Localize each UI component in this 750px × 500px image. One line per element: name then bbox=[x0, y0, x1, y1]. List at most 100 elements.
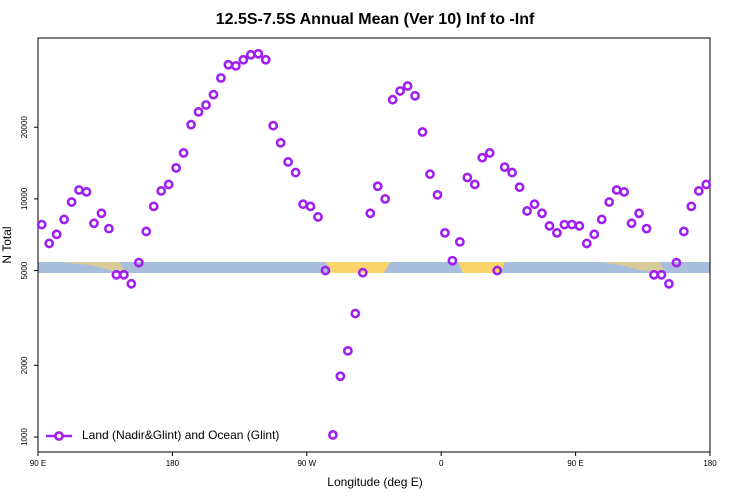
data-point bbox=[589, 229, 600, 240]
y-tick-label: 1000 bbox=[20, 428, 29, 446]
data-point bbox=[611, 185, 622, 195]
data-point bbox=[649, 269, 659, 280]
chart-title: 12.5S-7.5S Annual Mean (Ver 10) Inf to -… bbox=[216, 11, 535, 28]
data-point bbox=[260, 54, 271, 65]
x-tick-label: 180 bbox=[166, 459, 180, 468]
data-point bbox=[238, 54, 249, 65]
data-point bbox=[417, 127, 428, 137]
data-point bbox=[387, 94, 398, 105]
data-point bbox=[499, 162, 510, 173]
data-point bbox=[74, 185, 84, 195]
data-point bbox=[208, 89, 219, 100]
x-tick-label: 90 W bbox=[297, 459, 316, 468]
data-point bbox=[268, 120, 279, 131]
data-point bbox=[357, 267, 368, 278]
data-point bbox=[275, 137, 286, 148]
data-point bbox=[201, 100, 211, 110]
data-point bbox=[634, 208, 644, 219]
data-point bbox=[186, 119, 196, 130]
data-point bbox=[245, 49, 256, 60]
data-point bbox=[230, 60, 241, 71]
data-point bbox=[529, 199, 540, 210]
data-point bbox=[44, 238, 55, 249]
data-point bbox=[678, 226, 689, 237]
data-point bbox=[283, 157, 294, 167]
x-tick-label: 90 E bbox=[30, 459, 46, 468]
data-point bbox=[133, 257, 144, 268]
plot-frame bbox=[37, 37, 711, 453]
data-point bbox=[313, 212, 323, 222]
data-point bbox=[395, 86, 406, 96]
x-tick-label: 0 bbox=[439, 459, 444, 468]
data-point bbox=[566, 219, 577, 230]
data-point bbox=[51, 229, 62, 240]
data-point bbox=[410, 90, 420, 101]
data-point bbox=[477, 152, 488, 163]
data-point bbox=[380, 194, 391, 204]
data-point bbox=[328, 430, 338, 440]
data-point bbox=[148, 201, 159, 212]
x-tick-label: 90 E bbox=[567, 459, 583, 468]
data-point bbox=[693, 186, 704, 196]
data-point bbox=[402, 81, 413, 91]
data-point bbox=[342, 345, 353, 356]
data-point bbox=[537, 208, 547, 219]
data-point bbox=[320, 265, 331, 276]
data-point bbox=[335, 371, 346, 382]
data-point bbox=[552, 227, 562, 238]
data-point bbox=[447, 255, 458, 266]
data-point bbox=[66, 197, 77, 207]
data-point bbox=[641, 223, 652, 234]
data-point bbox=[216, 73, 226, 83]
data-point bbox=[656, 269, 667, 280]
data-point bbox=[59, 214, 70, 225]
data-point bbox=[305, 201, 316, 212]
data-point bbox=[118, 269, 129, 280]
y-tick-label: 5000 bbox=[20, 261, 29, 279]
data-point bbox=[462, 172, 473, 183]
data-point bbox=[126, 278, 137, 289]
y-tick-label: 10000 bbox=[20, 187, 29, 210]
data-point bbox=[596, 214, 607, 225]
x-tick-label: 180 bbox=[703, 459, 717, 468]
data-point bbox=[454, 236, 465, 247]
data-point bbox=[298, 199, 308, 210]
data-point bbox=[492, 265, 503, 276]
data-point bbox=[163, 179, 174, 190]
data-point bbox=[425, 169, 435, 180]
data-point bbox=[89, 218, 99, 229]
data-point bbox=[178, 148, 189, 158]
data-point bbox=[619, 187, 630, 197]
data-point bbox=[469, 179, 480, 190]
data-point bbox=[290, 167, 301, 178]
data-point bbox=[111, 269, 122, 280]
data-point bbox=[484, 148, 495, 158]
surface-band bbox=[38, 262, 710, 273]
data-point bbox=[81, 187, 92, 197]
data-point bbox=[440, 227, 450, 238]
data-point bbox=[604, 197, 615, 207]
data-point bbox=[365, 208, 376, 219]
y-tick-label: 20000 bbox=[20, 116, 29, 139]
data-point bbox=[171, 162, 182, 173]
data-point bbox=[581, 238, 592, 249]
data-point bbox=[626, 218, 637, 229]
data-point bbox=[432, 189, 443, 200]
data-point bbox=[664, 278, 674, 289]
data-point bbox=[350, 308, 361, 319]
y-tick-label: 2000 bbox=[20, 356, 29, 374]
data-point bbox=[671, 257, 682, 268]
data-point bbox=[193, 106, 204, 117]
data-point bbox=[141, 226, 152, 237]
data-point bbox=[156, 186, 167, 196]
legend-label: Land (Nadir&Glint) and Ocean (Glint) bbox=[82, 428, 279, 442]
data-point bbox=[372, 181, 383, 192]
data-point bbox=[559, 219, 570, 230]
data-point bbox=[544, 221, 555, 231]
data-point bbox=[223, 59, 234, 70]
data-point bbox=[574, 221, 585, 231]
data-point bbox=[104, 223, 114, 234]
data-point bbox=[701, 179, 712, 190]
x-axis-label: Longitude (deg E) bbox=[327, 475, 422, 489]
